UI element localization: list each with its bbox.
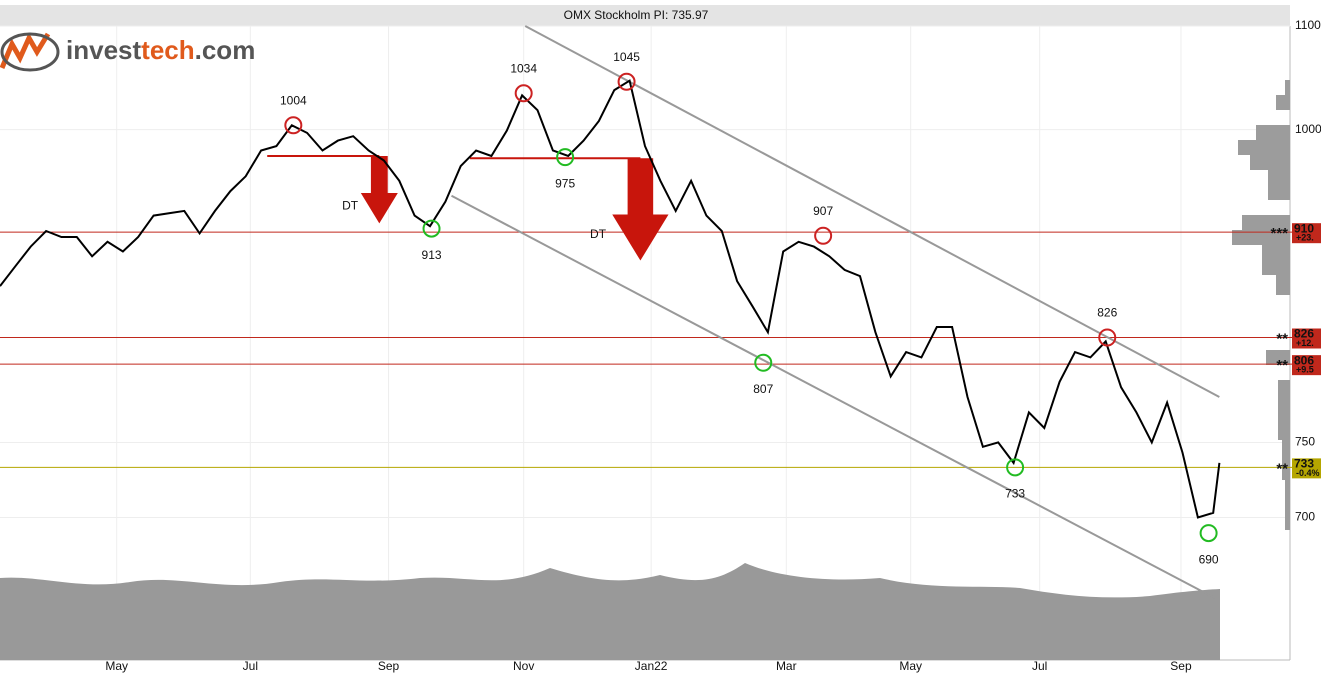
level-change: +9.5 <box>1296 365 1314 375</box>
price-line <box>0 79 1221 519</box>
header-bar <box>0 5 1290 26</box>
signal-label: DT <box>342 199 359 213</box>
extreme-marker <box>1006 458 1025 477</box>
volume-area <box>0 563 1220 660</box>
level-badge <box>1292 328 1321 349</box>
extreme-label: 975 <box>555 176 575 190</box>
level-value: 806 <box>1294 353 1314 367</box>
x-tick-label: Sep <box>1170 659 1192 673</box>
level-badge <box>1292 458 1321 479</box>
x-tick-label: May <box>899 659 922 673</box>
level-stars: ** <box>1276 330 1288 347</box>
extreme-marker <box>1199 524 1218 543</box>
extreme-marker <box>754 353 773 372</box>
level-badge <box>1292 355 1321 376</box>
signal-arrow <box>612 158 669 261</box>
x-tick-label: Jul <box>243 659 258 673</box>
extreme-marker <box>514 84 533 103</box>
trend-line <box>524 25 1220 398</box>
x-tick-label: Mar <box>776 659 797 673</box>
extreme-marker <box>556 148 575 167</box>
extreme-label: 907 <box>813 204 833 218</box>
logo-part: .com <box>195 35 256 65</box>
chart-title: OMX Stockholm PI: 735.97 <box>564 8 709 22</box>
x-tick-label: Sep <box>378 659 400 673</box>
extreme-label: 1004 <box>280 93 307 107</box>
level-change: +12. <box>1296 338 1314 348</box>
extreme-marker <box>1098 328 1117 347</box>
extreme-label: 1045 <box>613 50 640 64</box>
y-tick-label: 1000 <box>1295 122 1321 136</box>
x-tick-label: Jul <box>1032 659 1047 673</box>
level-stars: ** <box>1276 460 1288 477</box>
level-value: 826 <box>1294 327 1314 341</box>
level-stars: ** <box>1276 357 1288 374</box>
level-badge <box>1292 223 1321 244</box>
extreme-label: 733 <box>1005 487 1025 501</box>
trend-line <box>451 194 1216 599</box>
level-value: 733 <box>1294 457 1314 471</box>
price-histogram <box>1232 80 1290 530</box>
level-change: -0.4% <box>1296 468 1320 478</box>
extreme-label: 807 <box>753 382 773 396</box>
signal-arrow <box>360 156 398 224</box>
extreme-marker <box>422 219 441 238</box>
extreme-label: 690 <box>1199 552 1219 566</box>
logo-part: invest <box>66 35 141 65</box>
x-tick-label: Jan22 <box>635 659 668 673</box>
x-tick-label: May <box>105 659 128 673</box>
extreme-marker <box>814 226 833 245</box>
level-value: 910 <box>1294 221 1314 235</box>
level-stars: *** <box>1270 225 1288 242</box>
y-tick-label: 750 <box>1295 435 1315 449</box>
signal-label: DT <box>590 227 607 241</box>
extreme-marker <box>284 116 303 135</box>
extreme-label: 1034 <box>510 61 537 75</box>
y-tick-label: 1100 <box>1295 18 1321 32</box>
svg-text:investtech.com: investtech.com <box>66 35 255 65</box>
x-tick-label: Nov <box>513 659 534 673</box>
y-tick-label: 700 <box>1295 510 1315 524</box>
logo: investtech.com <box>0 32 255 72</box>
logo-part: tech <box>141 35 194 65</box>
extreme-marker <box>617 72 636 91</box>
extreme-label: 826 <box>1097 306 1117 320</box>
level-change: +23. <box>1296 233 1314 243</box>
extreme-label: 913 <box>422 248 442 262</box>
